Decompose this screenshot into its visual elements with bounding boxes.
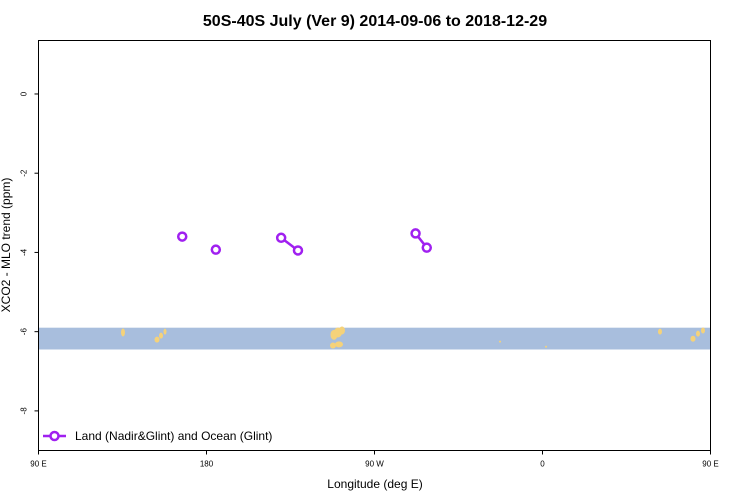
map-land-patch [690, 335, 696, 342]
map-land-patch [163, 328, 167, 335]
x-tick-label: 0 [540, 460, 545, 469]
map-land-patch [696, 330, 700, 337]
x-tick-label: 90 E [30, 460, 46, 469]
chart-title: 50S-40S July (Ver 9) 2014-09-06 to 2018-… [203, 13, 547, 30]
y-tick-label: -4 [20, 248, 29, 256]
data-point [421, 242, 433, 253]
legend: Land (Nadir&Glint) and Ocean (Glint) [43, 429, 272, 443]
data-point [410, 228, 421, 239]
y-tick-label: 0 [20, 91, 29, 96]
y-tick-label: -2 [20, 169, 29, 177]
map-land-patch [159, 332, 163, 339]
x-axis: 90 E 180 90 W 0 90 E [30, 450, 719, 469]
map-land-patch [154, 336, 160, 343]
legend-label: Land (Nadir&Glint) and Ocean (Glint) [75, 429, 272, 443]
map-ocean-band [39, 327, 710, 350]
legend-marker-swatch [49, 430, 60, 442]
data-point [292, 245, 304, 256]
x-tick-label: 180 [200, 460, 214, 469]
data-point [275, 232, 287, 244]
series-layer [176, 228, 433, 256]
map-land-patch [330, 342, 336, 349]
map-land-patch [339, 326, 345, 335]
map-land-patch [335, 341, 343, 348]
y-axis: 0 -2 -4 -6 -8 [20, 91, 39, 414]
map-strip [39, 326, 710, 350]
y-axis-label: XCO2 - MLO trend (ppm) [0, 178, 13, 313]
plot-frame [38, 40, 711, 451]
x-tick-label: 90 W [365, 460, 384, 469]
map-land-patch [658, 328, 662, 335]
map-land-patch [121, 328, 125, 337]
data-point [176, 231, 188, 242]
data-point [210, 244, 222, 255]
x-axis-label: Longitude (deg E) [327, 477, 422, 491]
y-tick-label: -6 [20, 328, 29, 336]
y-tick-label: -8 [20, 407, 29, 415]
x-tick-label: 90 E [702, 460, 718, 469]
map-land-patch [701, 327, 705, 334]
map-land-patch [545, 345, 547, 348]
map-land-patch [499, 340, 501, 343]
